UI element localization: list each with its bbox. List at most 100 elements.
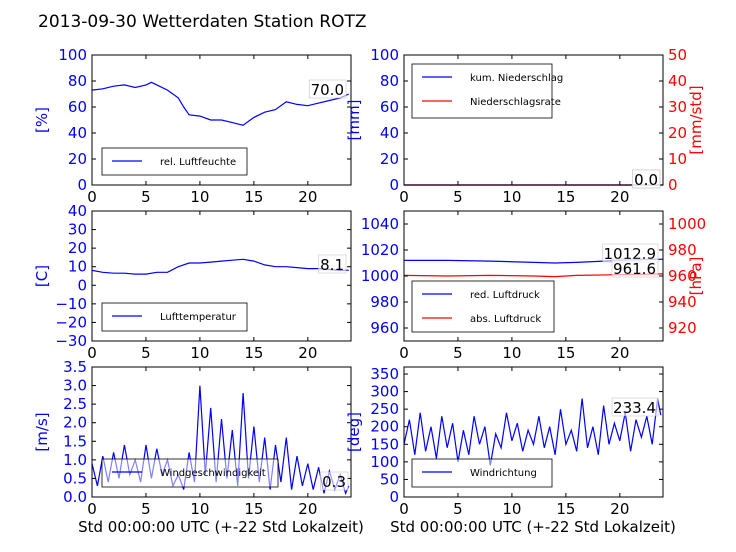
y-tick-label: 100 — [370, 453, 399, 471]
y-tick-label: 300 — [370, 383, 399, 401]
panel-6: 0 5 10 15 20050100150200250300350[deg]233.4W… — [345, 365, 664, 518]
legend-frame — [101, 147, 248, 176]
y-tick-label: −10 — [55, 295, 87, 313]
legend: Lufttemperatur — [101, 302, 248, 332]
x-tick-label: 20 — [610, 500, 629, 518]
last-value-box — [632, 169, 661, 189]
y-tick-label: 20 — [380, 150, 399, 168]
y-tick-label: 3.0 — [63, 377, 87, 395]
plot-frame — [91, 54, 352, 186]
legend-label: kum. Niederschlag — [470, 73, 563, 84]
y-tick-label: 3.5 — [63, 358, 87, 376]
y-tick-label: 60 — [380, 98, 399, 116]
last-value-label: 0.3 — [322, 473, 346, 491]
x-axis-label-left: Std 00:00:00 UTC (+-22 Std Lokalzeit) — [78, 518, 364, 536]
legend-label: red. Luftdruck — [470, 290, 540, 301]
x-tick-label: 5 — [141, 188, 151, 206]
last-value-label: 1012.9 — [604, 245, 657, 263]
x-tick-label: 20 — [298, 344, 317, 362]
last-value-box — [318, 254, 347, 274]
panel-1: 0 5 10 15 20 0 20 40 60 80 100 [%] 70.0 rel. Luftfeuc… — [33, 46, 352, 206]
y-tick-label: −30 — [55, 332, 87, 350]
y-axis-label: [m/s] — [33, 412, 51, 451]
x-tick-label: 0 — [399, 500, 409, 518]
y-tick-label: 0 — [389, 176, 399, 194]
x-tick-label: 15 — [556, 188, 575, 206]
plot-frame — [403, 366, 664, 498]
legend-label: rel. Luftfeuchte — [160, 157, 236, 168]
legend: Windrichtung — [411, 458, 553, 488]
y-right-tick-label: 1000 — [668, 215, 706, 233]
legend: Windgeschwindigkeit — [101, 458, 279, 488]
y-tick-label: 100 — [58, 46, 87, 64]
series-line — [91, 258, 349, 275]
plot-frame — [91, 366, 352, 498]
figure-title: 2013-09-30 Wetterdaten Station ROTZ — [38, 12, 367, 32]
x-tick-label: 0 — [399, 188, 409, 206]
legend-frame — [101, 302, 248, 332]
x-tick-label: 15 — [556, 500, 575, 518]
y-tick-label: 960 — [370, 319, 399, 337]
y-tick-label: 0.0 — [63, 488, 87, 506]
y-axis-label: [deg] — [345, 412, 363, 452]
panel-2: 0 5 10 15 20 0 20 40 60 80 100 0 10 20 30 40 50 [mm] [mm/s… — [345, 46, 705, 206]
series-line — [403, 398, 662, 466]
last-value-label: 961.6 — [613, 260, 656, 278]
x-tick-label: 15 — [556, 344, 575, 362]
y-tick-label: −20 — [55, 313, 87, 331]
legend-frame — [101, 458, 279, 488]
x-tick-label: 5 — [141, 500, 151, 518]
y-axis-label: [%] — [33, 107, 51, 133]
y-right-tick-label: 940 — [668, 293, 697, 311]
legend-frame — [411, 63, 553, 119]
last-value-label: 233.4 — [613, 399, 656, 417]
y-tick-label: 1020 — [361, 241, 399, 259]
x-tick-label: 20 — [298, 188, 317, 206]
panel-4: 0 5 10 15 20 960 980 1000 1020 1040 920 940 960 980 10… — [361, 210, 706, 362]
x-tick-label: 5 — [453, 344, 463, 362]
legend: rel. Luftfeuchte — [101, 147, 248, 176]
y-tick-label: 20 — [68, 239, 87, 257]
y-tick-label: 40 — [380, 124, 399, 142]
legend-label: Windgeschwindigkeit — [160, 468, 266, 479]
legend: red. Luftdruck abs. Luftdruck — [411, 280, 555, 333]
y-tick-label: 200 — [370, 418, 399, 436]
y-tick-label: 60 — [68, 98, 87, 116]
legend-label: Windrichtung — [470, 468, 537, 479]
y-right-tick-label: 980 — [668, 241, 697, 259]
y-tick-label: 0 — [77, 176, 87, 194]
legend-label: abs. Luftdruck — [470, 314, 541, 325]
x-tick-label: 5 — [453, 500, 463, 518]
y-tick-label: 10 — [68, 258, 87, 276]
y-tick-label: 1000 — [361, 267, 399, 285]
x-tick-label: 10 — [502, 344, 521, 362]
last-value-box — [308, 79, 347, 99]
legend-frame — [411, 458, 553, 488]
y-tick-label: 0 — [389, 488, 399, 506]
x-tick-label: 15 — [244, 188, 263, 206]
x-tick-label: 5 — [141, 344, 151, 362]
x-tick-label: 15 — [244, 500, 263, 518]
y-tick-label: 980 — [370, 293, 399, 311]
x-tick-label: 10 — [502, 500, 521, 518]
y-right-tick-label: 10 — [668, 150, 687, 168]
x-tick-label: 20 — [610, 344, 629, 362]
legend-frame — [411, 280, 555, 333]
last-value-box — [611, 258, 659, 278]
x-tick-label: 20 — [610, 188, 629, 206]
panel-5: 0 5 10 15 20 0.00.51.01.52.02.53.03.5 [m/s] 0.3… — [33, 358, 352, 518]
legend-label: Lufttemperatur — [160, 312, 237, 323]
plot-frame — [403, 54, 664, 186]
x-tick-label: 10 — [190, 188, 209, 206]
x-tick-label: 10 — [190, 344, 209, 362]
x-tick-label: 10 — [190, 500, 209, 518]
y-right-axis-label: [mm/std] — [687, 85, 705, 154]
y-tick-label: 0 — [77, 276, 87, 294]
x-tick-label: 0 — [87, 344, 97, 362]
x-tick-label: 0 — [87, 500, 97, 518]
y-tick-label: 40 — [68, 202, 87, 220]
y-tick-label: 250 — [370, 400, 399, 418]
y-tick-label: 2.0 — [63, 414, 87, 432]
y-right-tick-label: 40 — [668, 72, 687, 90]
